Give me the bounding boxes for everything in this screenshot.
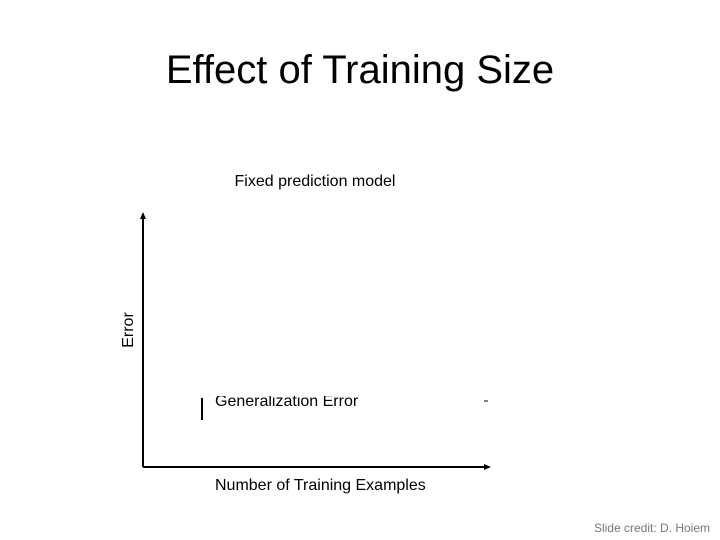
subtitle: Fixed prediction model	[235, 173, 396, 190]
slide-title: Effect of Training Size	[166, 48, 554, 92]
x-axis-label: Number of Training Examples	[215, 477, 426, 494]
annotation: Generalization Error	[215, 393, 359, 410]
annotation-group: Generalization Error	[215, 393, 359, 410]
credit: Slide credit: D. Hoiem	[594, 521, 710, 535]
y-axis-label: Error	[120, 312, 137, 348]
y-axis-arrow	[140, 212, 146, 219]
x-axis-arrow	[484, 464, 491, 470]
